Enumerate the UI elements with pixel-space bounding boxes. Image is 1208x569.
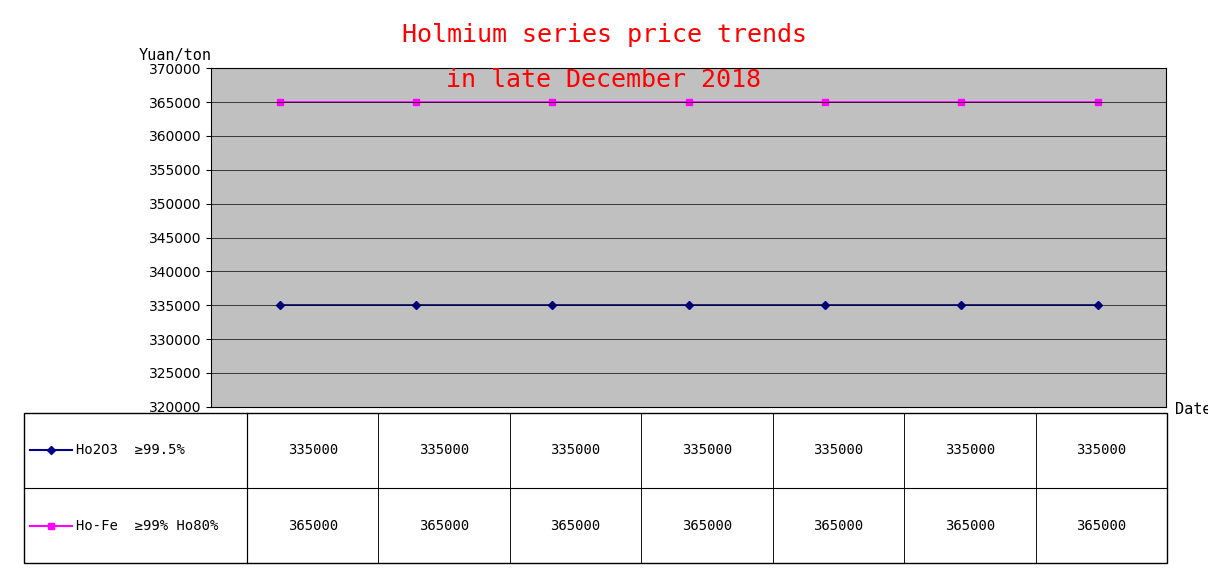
- Ho2O3  ≥99.5%: [818, 302, 832, 309]
- Text: Yuan/ton: Yuan/ton: [139, 48, 211, 63]
- Ho2O3  ≥99.5%: [272, 302, 286, 309]
- Ho-Fe  ≥99% Ho80%: [681, 99, 696, 106]
- Text: 365000: 365000: [813, 518, 864, 533]
- Text: 365000: 365000: [1076, 518, 1126, 533]
- Text: Holmium series price trends: Holmium series price trends: [401, 23, 807, 47]
- Text: Ho2O3  ≥99.5%: Ho2O3 ≥99.5%: [76, 443, 185, 457]
- Text: 335000: 335000: [813, 443, 864, 457]
- Ho-Fe  ≥99% Ho80%: [1091, 99, 1105, 106]
- Text: 365000: 365000: [945, 518, 995, 533]
- Line: Ho-Fe  ≥99% Ho80%: Ho-Fe ≥99% Ho80%: [277, 100, 1100, 105]
- Text: 335000: 335000: [551, 443, 600, 457]
- Ho-Fe  ≥99% Ho80%: [545, 99, 559, 106]
- Line: Ho2O3  ≥99.5%: Ho2O3 ≥99.5%: [277, 303, 1100, 308]
- Text: 335000: 335000: [681, 443, 732, 457]
- Ho2O3  ≥99.5%: [408, 302, 423, 309]
- Ho-Fe  ≥99% Ho80%: [954, 99, 969, 106]
- Ho-Fe  ≥99% Ho80%: [408, 99, 423, 106]
- Text: 335000: 335000: [288, 443, 338, 457]
- Ho2O3  ≥99.5%: [1091, 302, 1105, 309]
- Ho-Fe  ≥99% Ho80%: [272, 99, 286, 106]
- Ho2O3  ≥99.5%: [954, 302, 969, 309]
- Text: in late December 2018: in late December 2018: [447, 68, 761, 92]
- Text: 335000: 335000: [945, 443, 995, 457]
- Text: Ho-Fe  ≥99% Ho80%: Ho-Fe ≥99% Ho80%: [76, 518, 219, 533]
- Ho-Fe  ≥99% Ho80%: [818, 99, 832, 106]
- Ho2O3  ≥99.5%: [681, 302, 696, 309]
- Ho2O3  ≥99.5%: [545, 302, 559, 309]
- Text: 365000: 365000: [419, 518, 469, 533]
- Text: 365000: 365000: [681, 518, 732, 533]
- Text: 365000: 365000: [288, 518, 338, 533]
- Bar: [24, 413, 1167, 563]
- Text: Date: Date: [1175, 402, 1208, 417]
- Text: 365000: 365000: [551, 518, 600, 533]
- Text: 335000: 335000: [419, 443, 469, 457]
- Text: 335000: 335000: [1076, 443, 1126, 457]
